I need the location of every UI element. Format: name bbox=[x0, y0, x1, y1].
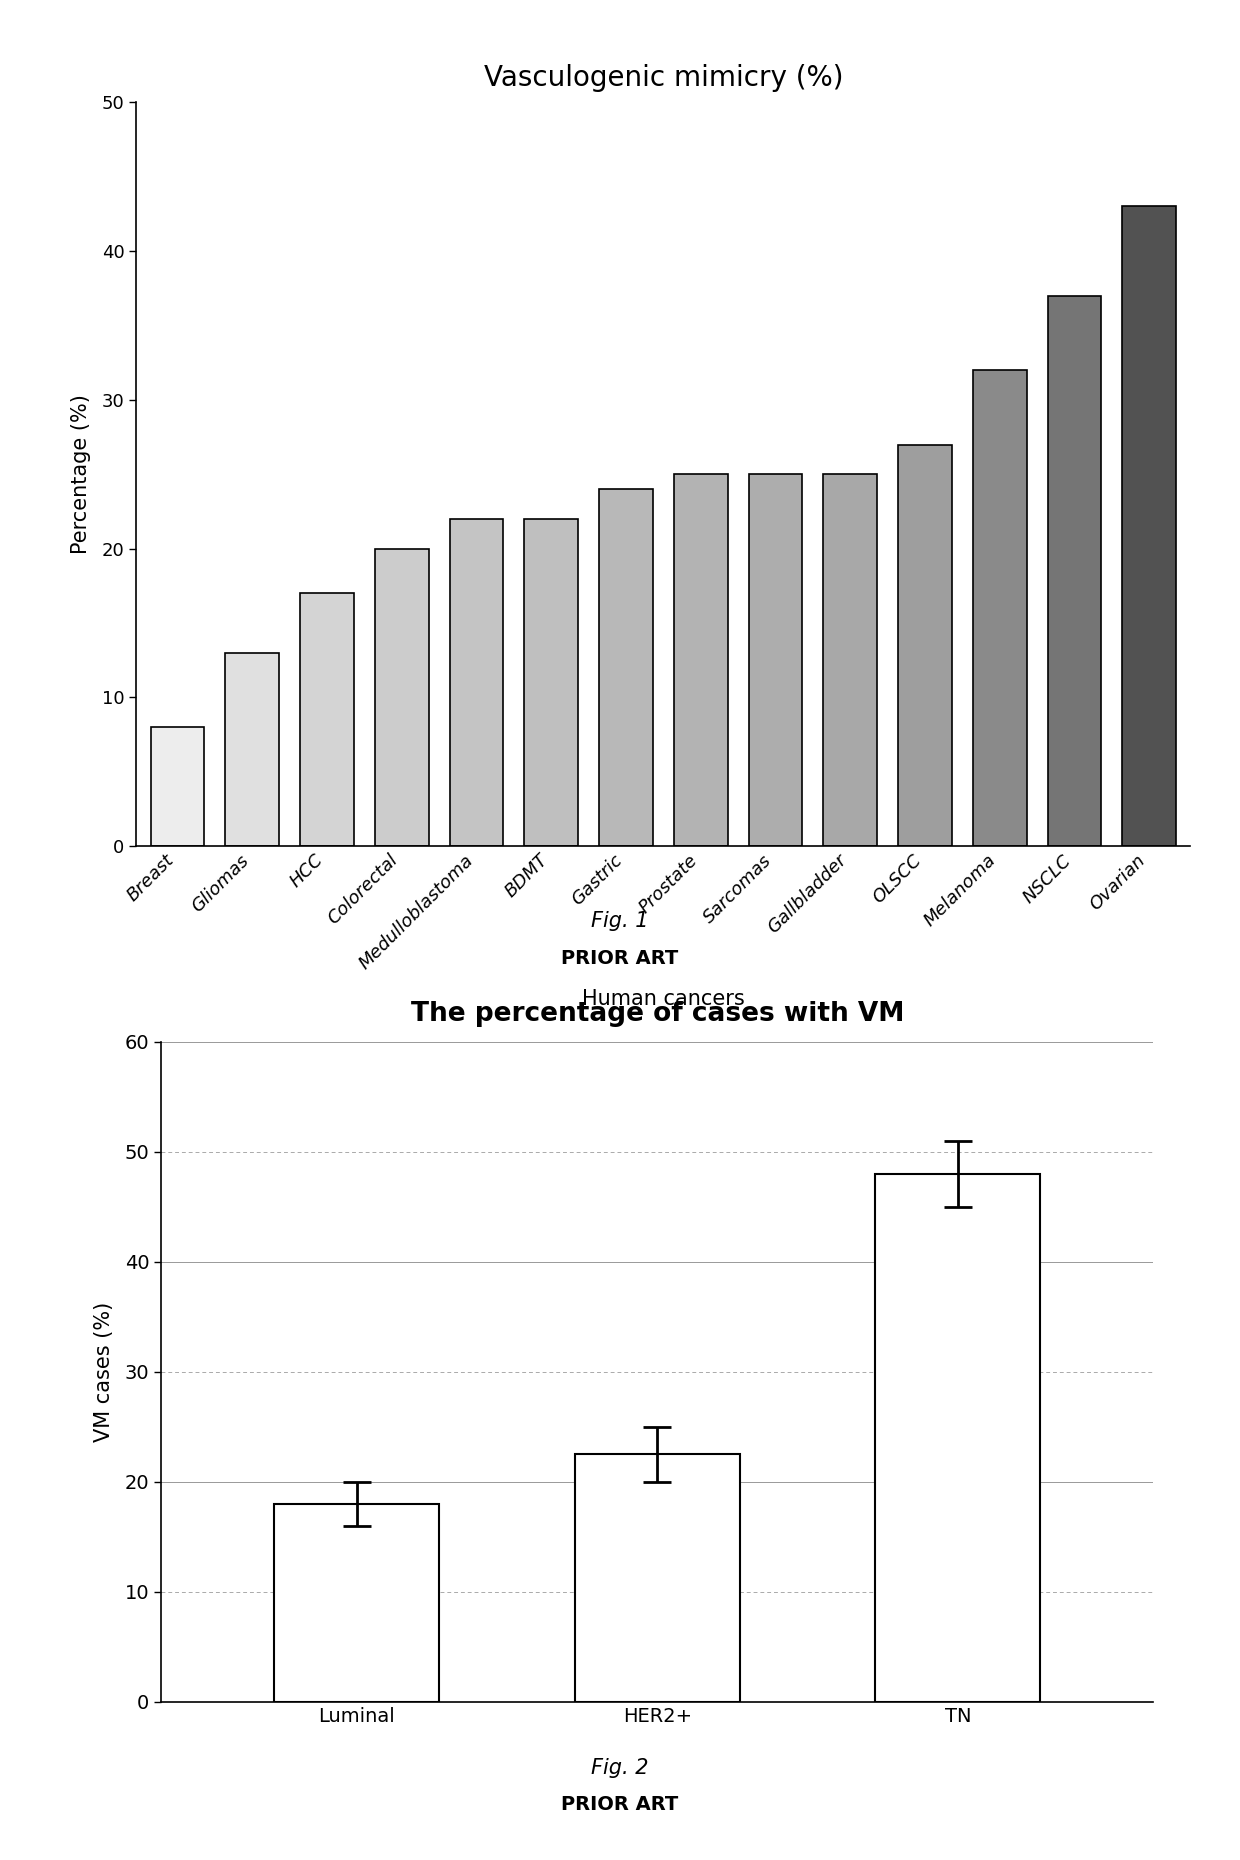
Bar bbox=[599, 489, 653, 846]
Text: Fig. 1: Fig. 1 bbox=[591, 911, 649, 932]
Bar bbox=[274, 1503, 439, 1702]
Bar bbox=[823, 474, 877, 846]
Text: Fig. 2: Fig. 2 bbox=[591, 1758, 649, 1778]
Bar bbox=[875, 1174, 1040, 1702]
Bar bbox=[450, 519, 503, 846]
Bar bbox=[525, 519, 578, 846]
Bar bbox=[673, 474, 728, 846]
Bar bbox=[1048, 296, 1101, 846]
Bar bbox=[374, 549, 429, 846]
Bar bbox=[749, 474, 802, 846]
Bar bbox=[150, 727, 205, 846]
Bar bbox=[898, 445, 952, 846]
Y-axis label: Percentage (%): Percentage (%) bbox=[71, 394, 91, 554]
Text: PRIOR ART: PRIOR ART bbox=[562, 1795, 678, 1813]
Title: Vasculogenic mimicry (%): Vasculogenic mimicry (%) bbox=[484, 63, 843, 91]
Bar bbox=[226, 653, 279, 846]
X-axis label: Human cancers: Human cancers bbox=[582, 990, 745, 1010]
Y-axis label: VM cases (%): VM cases (%) bbox=[93, 1302, 114, 1442]
Bar bbox=[1122, 206, 1177, 846]
Bar bbox=[300, 593, 353, 846]
Bar bbox=[973, 370, 1027, 846]
Title: The percentage of cases with VM: The percentage of cases with VM bbox=[410, 1001, 904, 1027]
Text: PRIOR ART: PRIOR ART bbox=[562, 949, 678, 967]
Bar bbox=[574, 1455, 740, 1702]
